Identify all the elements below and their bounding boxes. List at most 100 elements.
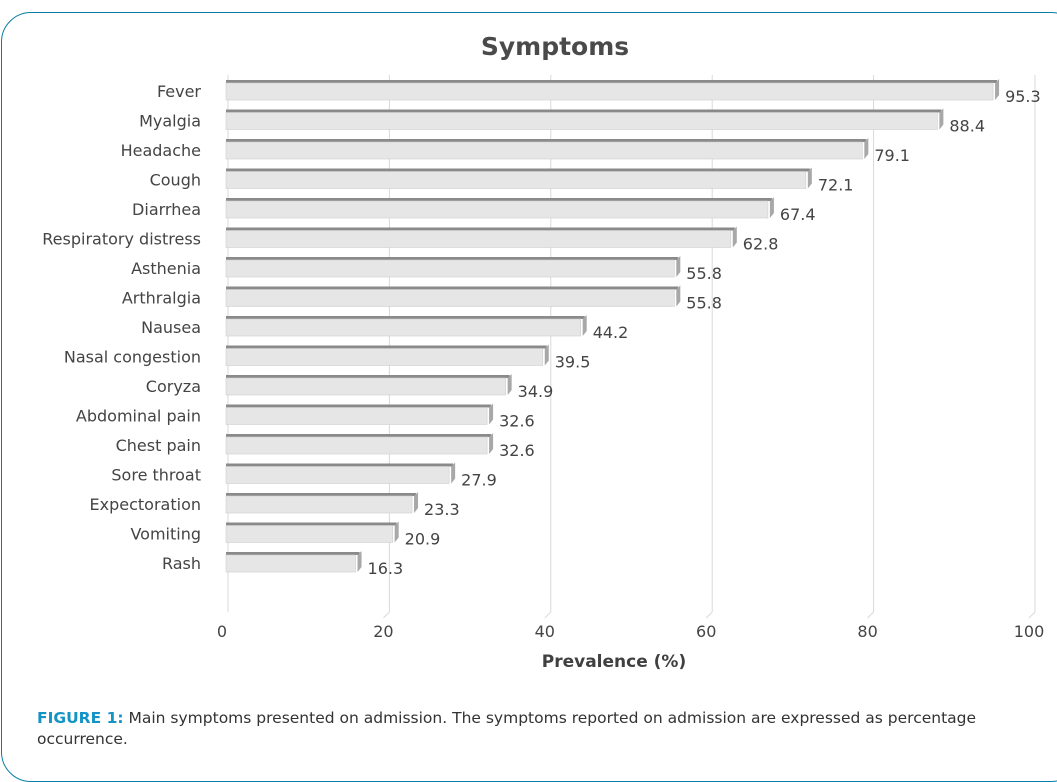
figure-caption: FIGURE 1: Main symptoms presented on adm… <box>37 708 1037 750</box>
bar-top <box>226 198 772 201</box>
category-label: Coryza <box>146 377 201 396</box>
category-label: Vomiting <box>130 525 201 544</box>
value-label: 23.3 <box>424 500 460 519</box>
bar-end <box>732 226 737 248</box>
bar-top <box>226 286 679 290</box>
bar-end <box>676 285 681 307</box>
bar <box>225 525 393 543</box>
bar <box>225 200 769 219</box>
value-label: 34.9 <box>518 382 554 401</box>
x-axis-ticks: 0 20 40 60 80 100 <box>217 622 1044 641</box>
value-label: 95.3 <box>1005 87 1041 106</box>
bars <box>225 79 1000 573</box>
bar-end <box>414 492 419 513</box>
bar-top <box>226 109 942 113</box>
bar <box>225 466 450 484</box>
value-label: 16.3 <box>368 559 404 578</box>
bar <box>225 436 488 455</box>
value-label: 20.9 <box>405 530 441 549</box>
chart-title: Symptoms <box>481 32 629 61</box>
x-tick-label: 20 <box>373 622 393 641</box>
bar <box>225 554 356 573</box>
x-tick-label: 0 <box>217 622 227 641</box>
value-label: 27.9 <box>461 471 497 490</box>
bar <box>225 171 807 189</box>
bar-end <box>864 138 869 159</box>
gridline-floor <box>544 611 552 619</box>
category-label: Fever <box>157 82 201 101</box>
gridline-floor <box>1028 611 1036 619</box>
bar <box>225 348 544 366</box>
category-label: Myalgia <box>139 112 201 131</box>
value-label: 55.8 <box>686 294 722 313</box>
bar <box>225 82 994 101</box>
bar-end <box>451 462 456 484</box>
value-label: 67.4 <box>780 205 816 224</box>
category-label: Diarrhea <box>132 200 201 219</box>
category-label: Headache <box>121 141 201 160</box>
bar <box>225 259 675 278</box>
gridline-floor <box>705 611 713 619</box>
value-label: 55.8 <box>686 264 722 283</box>
category-label: Asthenia <box>131 259 201 278</box>
value-label: 72.1 <box>818 176 854 195</box>
bar-end <box>807 167 812 189</box>
category-label: Rash <box>162 554 201 573</box>
bar-top <box>226 375 510 378</box>
bar-end <box>507 374 512 395</box>
value-label: 39.5 <box>555 353 591 372</box>
x-tick-label: 60 <box>696 622 716 641</box>
bar-end <box>489 433 494 454</box>
bar-end <box>544 344 549 366</box>
bar-top <box>226 552 360 555</box>
value-labels: 95.3 88.4 79.1 72.167.462.8 55.8 55.8 44.239.5… <box>368 87 1041 578</box>
category-label: Abdominal pain <box>76 407 201 426</box>
bar <box>225 112 938 130</box>
category-label: Chest pain <box>116 436 201 455</box>
category-label: Nausea <box>141 318 201 337</box>
bar-top <box>226 463 454 467</box>
x-tick-label: 40 <box>535 622 555 641</box>
bar-top <box>226 80 998 83</box>
category-label: Expectoration <box>90 495 201 514</box>
category-label: Arthralgia <box>122 289 201 308</box>
category-label: Cough <box>150 171 201 190</box>
bar <box>225 377 506 396</box>
bar-top <box>226 227 735 231</box>
bar-top <box>226 139 867 142</box>
value-label: 88.4 <box>949 117 985 136</box>
x-tick-label: 100 <box>1014 622 1045 641</box>
category-label: Nasal congestion <box>64 348 201 367</box>
gridline-floor <box>867 611 874 619</box>
bar-end <box>394 521 399 543</box>
bar-end <box>676 256 681 277</box>
value-label: 79.1 <box>874 146 910 165</box>
bar-chart: Symptoms Fever Myalgia Headache Cough Diarrh… <box>42 32 1044 672</box>
bar <box>225 495 413 514</box>
bar-top <box>226 404 492 408</box>
bar <box>225 289 675 307</box>
category-label: Sore throat <box>111 466 201 485</box>
value-label: 44.2 <box>593 323 629 342</box>
bar-end <box>357 551 362 572</box>
bar-top <box>226 345 547 349</box>
bar-top <box>226 493 417 496</box>
caption-text: Main symptoms presented on admission. Th… <box>37 709 977 748</box>
category-labels: Fever Myalgia Headache Cough Diarrhea Respira… <box>42 82 201 573</box>
bar-end <box>939 108 944 130</box>
bar <box>225 141 863 160</box>
bar-end <box>489 403 494 425</box>
bar-top <box>226 316 585 319</box>
caption-label: FIGURE 1: <box>37 709 124 727</box>
value-label: 62.8 <box>743 235 779 254</box>
bar-end <box>582 315 587 336</box>
bar-end <box>995 79 1000 100</box>
value-label: 32.6 <box>499 412 535 431</box>
bar <box>225 318 581 337</box>
bar-top <box>226 257 679 260</box>
bar-top <box>226 168 810 172</box>
category-label: Respiratory distress <box>42 230 201 249</box>
value-label: 32.6 <box>499 441 535 460</box>
x-axis-label: Prevalence (%) <box>542 652 686 672</box>
bar-top <box>226 522 397 526</box>
